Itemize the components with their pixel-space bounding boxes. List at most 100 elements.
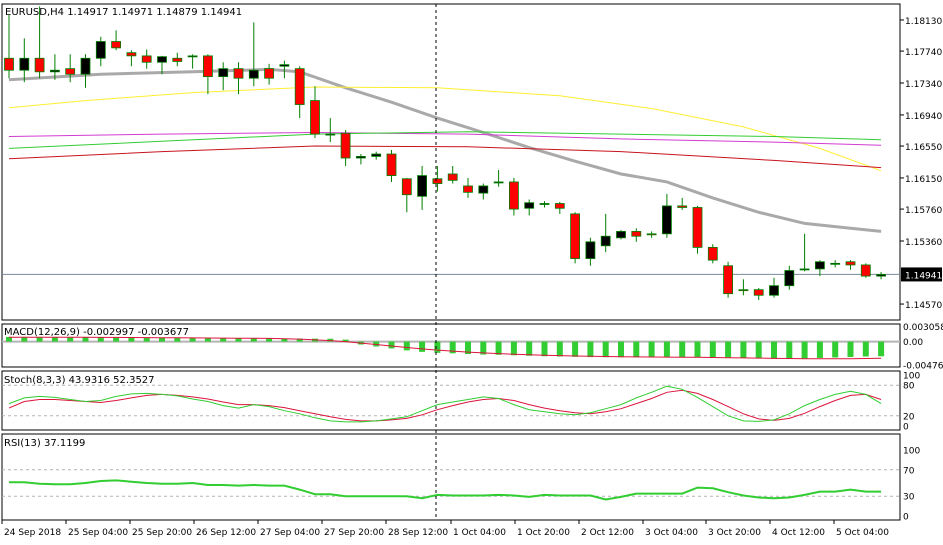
macd-bar: [51, 337, 58, 342]
candle-body: [432, 178, 443, 184]
time-label: 4 Oct 12:00: [772, 528, 825, 538]
macd-axis-label: 0.003058: [903, 323, 943, 333]
candle-body: [126, 52, 137, 57]
candle: [539, 201, 550, 208]
candle-body: [876, 274, 886, 277]
candle: [662, 193, 672, 238]
price-label: 1.16150: [905, 175, 942, 185]
rsi-axis-label: 100: [903, 447, 920, 457]
candle-body: [815, 261, 825, 270]
candle-body: [830, 262, 841, 265]
candle: [570, 212, 580, 264]
candle-body: [845, 261, 856, 266]
macd-bar: [755, 341, 762, 359]
candle: [463, 177, 473, 198]
candle: [340, 130, 351, 166]
macd-bar: [786, 341, 793, 359]
candle-body: [692, 207, 703, 248]
time-label: 3 Oct 20:00: [708, 528, 761, 538]
macd-bar: [725, 341, 732, 358]
candle: [294, 66, 305, 119]
price-label: 1.17740: [905, 48, 942, 58]
candle: [4, 14, 14, 79]
candle: [371, 151, 382, 160]
macd-bar: [250, 338, 257, 342]
macd-bar: [587, 341, 594, 358]
rsi-axis-label: 70: [903, 466, 915, 476]
candle: [493, 169, 504, 187]
time-label: 28 Sep 12:00: [388, 528, 448, 538]
candle-body: [860, 264, 871, 277]
macd-bar: [510, 341, 517, 356]
candle-body: [600, 235, 611, 247]
candle: [19, 38, 30, 83]
rsi-axis-label: 0: [903, 513, 909, 523]
candle-body: [202, 55, 213, 78]
candle-body: [417, 175, 428, 197]
macd-bar: [541, 341, 548, 357]
time-label: 25 Sep 20:00: [132, 528, 192, 538]
candle: [677, 197, 688, 210]
rsi-panel: [2, 469, 900, 501]
candle: [753, 288, 764, 301]
candle-body: [508, 181, 519, 210]
macd-bar: [21, 336, 28, 342]
macd-bar: [204, 337, 211, 342]
candle-body: [325, 133, 336, 136]
macd-bar: [143, 337, 150, 342]
candle-body: [248, 69, 259, 79]
candle-body: [294, 68, 305, 105]
macd-bar: [67, 337, 74, 342]
candle: [524, 199, 535, 216]
candle-body: [218, 68, 229, 78]
current-price-label: 1.14941: [905, 271, 942, 281]
macd-bar: [878, 341, 885, 357]
time-label: 27 Sep 04:00: [260, 528, 320, 538]
candle: [111, 30, 121, 51]
candle-body: [662, 205, 672, 235]
macd-bar: [480, 341, 487, 355]
candle-body: [111, 41, 121, 49]
macd-bar: [82, 337, 89, 342]
candle-body: [141, 55, 152, 63]
rsi-axis-label: 30: [903, 493, 915, 503]
macd-bar: [602, 341, 609, 358]
macd-bar: [847, 341, 854, 357]
macd-bar: [281, 338, 288, 342]
candle: [769, 277, 779, 298]
candle: [202, 54, 213, 95]
time-label: 1 Oct 04:00: [453, 528, 506, 538]
macd-bar: [342, 339, 349, 342]
candle: [876, 272, 886, 280]
stoch-axis-label: 80: [903, 382, 915, 392]
candle-body: [447, 173, 458, 181]
macd-panel-title: MACD(12,26,9) -0.002997 -0.003677: [4, 327, 189, 338]
candle: [172, 52, 183, 67]
candle: [585, 237, 596, 266]
moving-average-3: [8, 131, 882, 146]
candle-body: [646, 233, 657, 236]
stoch-axis-label: 20: [903, 412, 915, 422]
macd-bar: [113, 337, 120, 342]
candle: [799, 233, 810, 272]
candle-body: [539, 203, 550, 205]
candle: [126, 50, 137, 67]
candle-body: [279, 64, 290, 67]
stoch-panel-title: Stoch(8,3,3) 43.9316 52.3527: [4, 375, 155, 386]
candle: [310, 86, 320, 139]
candle-body: [723, 265, 733, 295]
candle: [218, 62, 229, 91]
price-label: 1.15760: [905, 206, 942, 216]
candle-body: [463, 185, 473, 193]
candle: [279, 60, 290, 79]
stochastic-panel: [2, 384, 900, 423]
candle-body: [172, 57, 183, 62]
macd-bar: [388, 341, 395, 349]
candle: [447, 165, 458, 184]
macd-bar: [771, 341, 777, 359]
candle: [723, 261, 733, 298]
stoch-main-line: [8, 385, 882, 423]
candle: [707, 244, 718, 264]
price-label: 1.18130: [905, 17, 942, 27]
